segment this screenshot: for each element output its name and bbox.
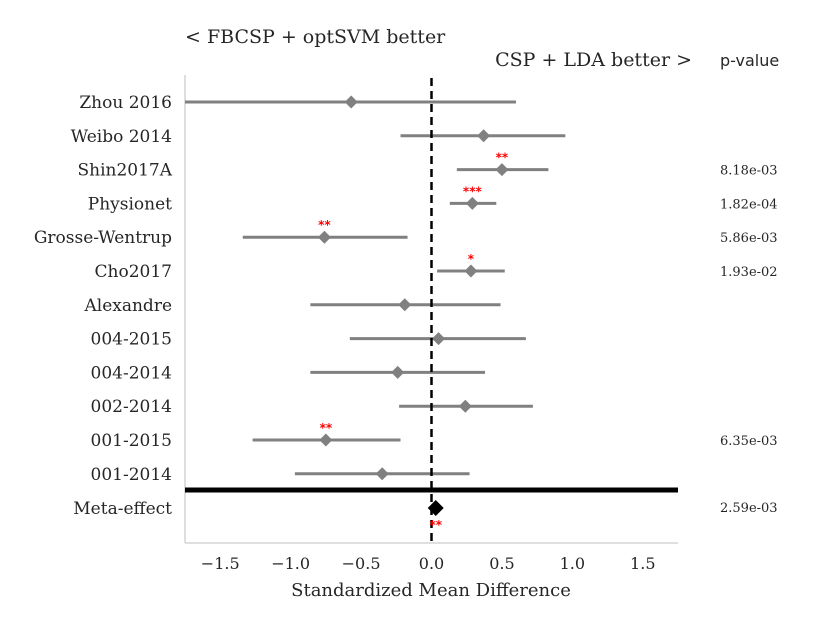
pvalue-label: 1.93e-02 bbox=[720, 265, 778, 280]
x-tick-label: 1.0 bbox=[560, 554, 585, 573]
pvalue-label: 5.86e-03 bbox=[720, 231, 778, 246]
pvalue-label: 8.18e-03 bbox=[720, 164, 778, 179]
estimate-marker bbox=[432, 332, 446, 346]
estimate-marker bbox=[344, 95, 358, 109]
significance-stars: ** bbox=[320, 421, 333, 435]
x-tick-label: 0.5 bbox=[489, 554, 514, 573]
study-label: Physionet bbox=[88, 194, 172, 214]
study-label: Weibo 2014 bbox=[71, 127, 172, 147]
pvalue-header: p-value bbox=[720, 51, 779, 70]
estimate-marker bbox=[375, 467, 389, 481]
study-label: 002-2014 bbox=[91, 397, 172, 417]
estimate-marker bbox=[458, 399, 472, 413]
estimate-marker bbox=[317, 230, 331, 244]
pvalue-label: 6.35e-03 bbox=[720, 434, 778, 449]
meta-estimate-marker bbox=[427, 500, 444, 516]
significance-stars: *** bbox=[463, 184, 483, 198]
estimate-marker bbox=[398, 298, 412, 312]
meta-significance-stars: ** bbox=[429, 518, 442, 532]
study-label: 001-2015 bbox=[91, 431, 172, 451]
x-tick-label: 0.0 bbox=[419, 554, 444, 573]
estimate-marker bbox=[464, 264, 478, 278]
x-tick-label: 1.5 bbox=[630, 554, 655, 573]
header-left: < FBCSP + optSVM better bbox=[185, 26, 446, 48]
x-tick-label: −0.5 bbox=[342, 554, 381, 573]
estimate-marker bbox=[495, 163, 509, 177]
header-right: CSP + LDA better > bbox=[495, 49, 692, 71]
study-label: 001-2014 bbox=[91, 465, 172, 485]
estimate-marker bbox=[319, 433, 333, 447]
meta-label: Meta-effect bbox=[73, 499, 172, 519]
meta-pvalue-label: 2.59e-03 bbox=[720, 501, 778, 516]
x-tick-label: −1.0 bbox=[271, 554, 310, 573]
x-tick-label: −1.5 bbox=[201, 554, 240, 573]
study-label: Shin2017A bbox=[77, 161, 172, 181]
pvalue-label: 1.82e-04 bbox=[720, 197, 778, 212]
study-label: Cho2017 bbox=[95, 262, 172, 282]
study-label: 004-2015 bbox=[91, 330, 172, 350]
estimate-marker bbox=[391, 365, 405, 379]
study-label: 004-2014 bbox=[91, 363, 172, 383]
x-axis-label: Standardized Mean Difference bbox=[291, 580, 571, 601]
significance-stars: ** bbox=[318, 218, 331, 232]
significance-stars: * bbox=[468, 252, 475, 266]
study-label: Alexandre bbox=[83, 296, 172, 316]
significance-stars: ** bbox=[496, 151, 509, 165]
estimate-marker bbox=[477, 129, 491, 143]
study-label: Grosse-Wentrup bbox=[34, 228, 172, 248]
estimate-marker bbox=[465, 196, 479, 210]
study-label: Zhou 2016 bbox=[79, 93, 172, 113]
